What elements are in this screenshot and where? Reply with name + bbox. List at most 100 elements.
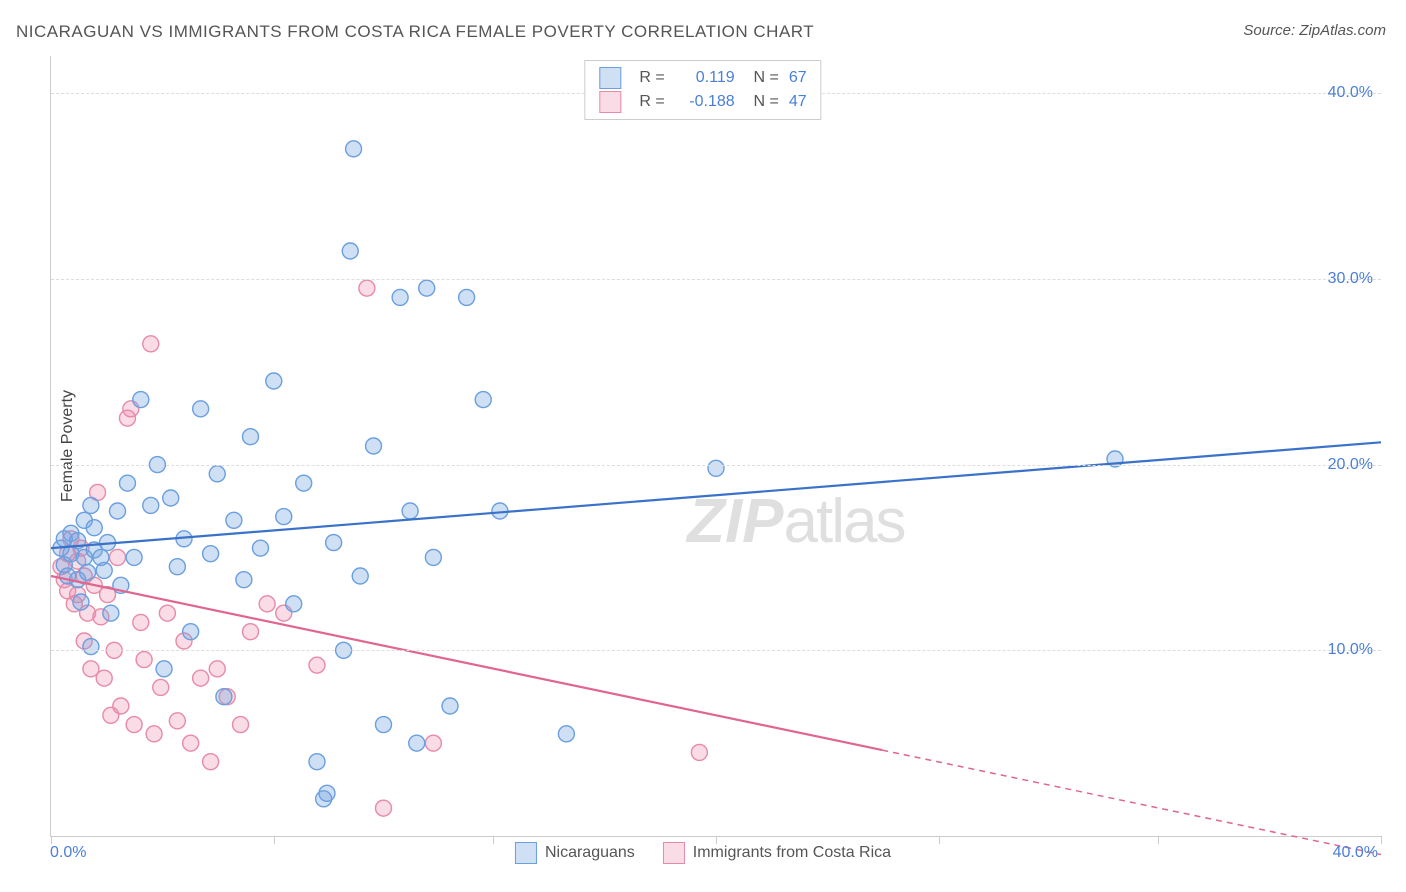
source-label: Source: [1243,22,1299,39]
y-tick-label: 30.0% [1328,270,1373,288]
data-point [708,460,724,476]
data-point [326,535,342,551]
stats-n-value-immigrants: 47 [789,90,807,114]
data-point [110,549,126,565]
data-point [286,596,302,612]
data-point [266,373,282,389]
data-point [392,289,408,305]
data-point [366,438,382,454]
legend-label-nicaraguans: Nicaraguans [545,844,635,861]
data-point [86,520,102,536]
data-point [319,785,335,801]
data-point [209,466,225,482]
data-point [96,670,112,686]
chart-svg [51,56,1381,836]
stats-r-value-immigrants: -0.188 [675,90,735,114]
data-point [159,605,175,621]
regression-line [51,442,1381,548]
stats-swatch-immigrants [599,91,621,113]
legend-label-immigrants: Immigrants from Costa Rica [693,844,891,861]
data-point [309,754,325,770]
data-point [110,503,126,519]
stats-n-value-nicaraguans: 67 [789,66,807,90]
data-point [193,401,209,417]
data-point [80,564,96,580]
stats-row-immigrants: R = -0.188 N = 47 [599,90,806,114]
x-axis-min-label: 0.0% [50,844,86,862]
stats-box: R = 0.119 N = 67 R = -0.188 N = 47 [584,60,821,120]
legend-swatch-immigrants [663,842,685,864]
y-tick-label: 10.0% [1328,641,1373,659]
data-point [169,713,185,729]
data-point [342,243,358,259]
data-point [376,717,392,733]
chart-title: NICARAGUAN VS IMMIGRANTS FROM COSTA RICA… [16,22,814,42]
x-axis-max-label: 40.0% [1333,844,1378,862]
data-point [146,726,162,742]
data-point [233,717,249,733]
data-point [442,698,458,714]
data-point [103,605,119,621]
data-point [236,572,252,588]
data-point [169,559,185,575]
stats-r-label: R = [639,90,664,114]
data-point [309,657,325,673]
stats-r-label: R = [639,66,664,90]
data-point [276,509,292,525]
data-point [126,717,142,733]
data-point [252,540,268,556]
data-point [153,679,169,695]
data-point [143,497,159,513]
data-point [209,661,225,677]
data-point [216,689,232,705]
data-point [259,596,275,612]
data-point [419,280,435,296]
data-point [425,549,441,565]
data-point [296,475,312,491]
data-point [243,624,259,640]
grid-line [51,279,1381,280]
legend-item-nicaraguans: Nicaraguans [515,842,635,864]
data-point [475,392,491,408]
x-tick [493,836,494,844]
x-tick [1158,836,1159,844]
data-point [136,652,152,668]
legend-item-immigrants: Immigrants from Costa Rica [663,842,891,864]
data-point [163,490,179,506]
data-point [352,568,368,584]
y-tick-label: 40.0% [1328,84,1373,102]
data-point [226,512,242,528]
x-tick [1381,836,1382,844]
data-point [126,549,142,565]
legend-swatch-nicaraguans [515,842,537,864]
x-tick [939,836,940,844]
y-tick-label: 20.0% [1328,456,1373,474]
grid-line [51,465,1381,466]
data-point [156,661,172,677]
data-point [402,503,418,519]
data-point [346,141,362,157]
data-point [359,280,375,296]
regression-line-dashed [882,750,1381,854]
data-point [409,735,425,751]
data-point [183,624,199,640]
bottom-legend: Nicaraguans Immigrants from Costa Rica [515,842,891,864]
data-point [243,429,259,445]
data-point [113,698,129,714]
data-point [558,726,574,742]
grid-line [51,650,1381,651]
data-point [203,546,219,562]
data-point [193,670,209,686]
data-point [143,336,159,352]
data-point [203,754,219,770]
stats-row-nicaraguans: R = 0.119 N = 67 [599,66,806,90]
data-point [376,800,392,816]
x-tick [274,836,275,844]
data-point [691,744,707,760]
data-point [83,639,99,655]
data-point [183,735,199,751]
data-point [83,497,99,513]
data-point [459,289,475,305]
data-point [119,475,135,491]
x-tick [51,836,52,844]
